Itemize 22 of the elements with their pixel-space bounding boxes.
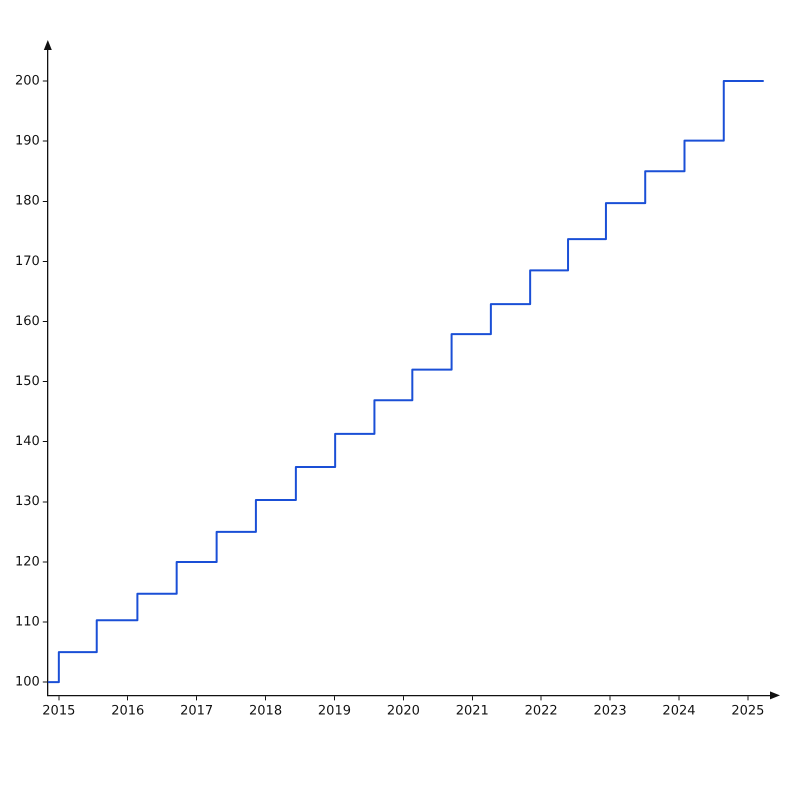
y-tick-label: 150 <box>14 374 40 389</box>
x-tick-label: 2025 <box>731 704 764 719</box>
y-tick-label: 110 <box>14 614 40 630</box>
x-tick-label: 2021 <box>456 704 489 719</box>
y-tick-label: 170 <box>14 254 40 269</box>
y-tick-label: 160 <box>14 314 40 329</box>
y-tick-label: 140 <box>14 434 40 450</box>
x-tick-label: 2024 <box>662 704 696 719</box>
y-tick-label: 130 <box>14 494 40 510</box>
y-tick-label: 120 <box>14 554 40 570</box>
y-tick-label: 180 <box>14 194 40 209</box>
y-tick-label: 200 <box>14 73 40 88</box>
x-tick-label: 2022 <box>524 704 558 719</box>
y-tick-label: 190 <box>14 134 40 149</box>
x-tick-label: 2023 <box>594 704 627 719</box>
x-tick-label: 2020 <box>386 704 420 719</box>
x-tick-label: 2016 <box>111 704 144 719</box>
y-tick-label: 100 <box>14 674 40 690</box>
x-tick-label: 2019 <box>318 704 352 719</box>
x-tick-label: 2017 <box>180 704 214 719</box>
x-tick-label: 2015 <box>42 704 76 719</box>
x-tick-label: 2018 <box>249 704 282 719</box>
